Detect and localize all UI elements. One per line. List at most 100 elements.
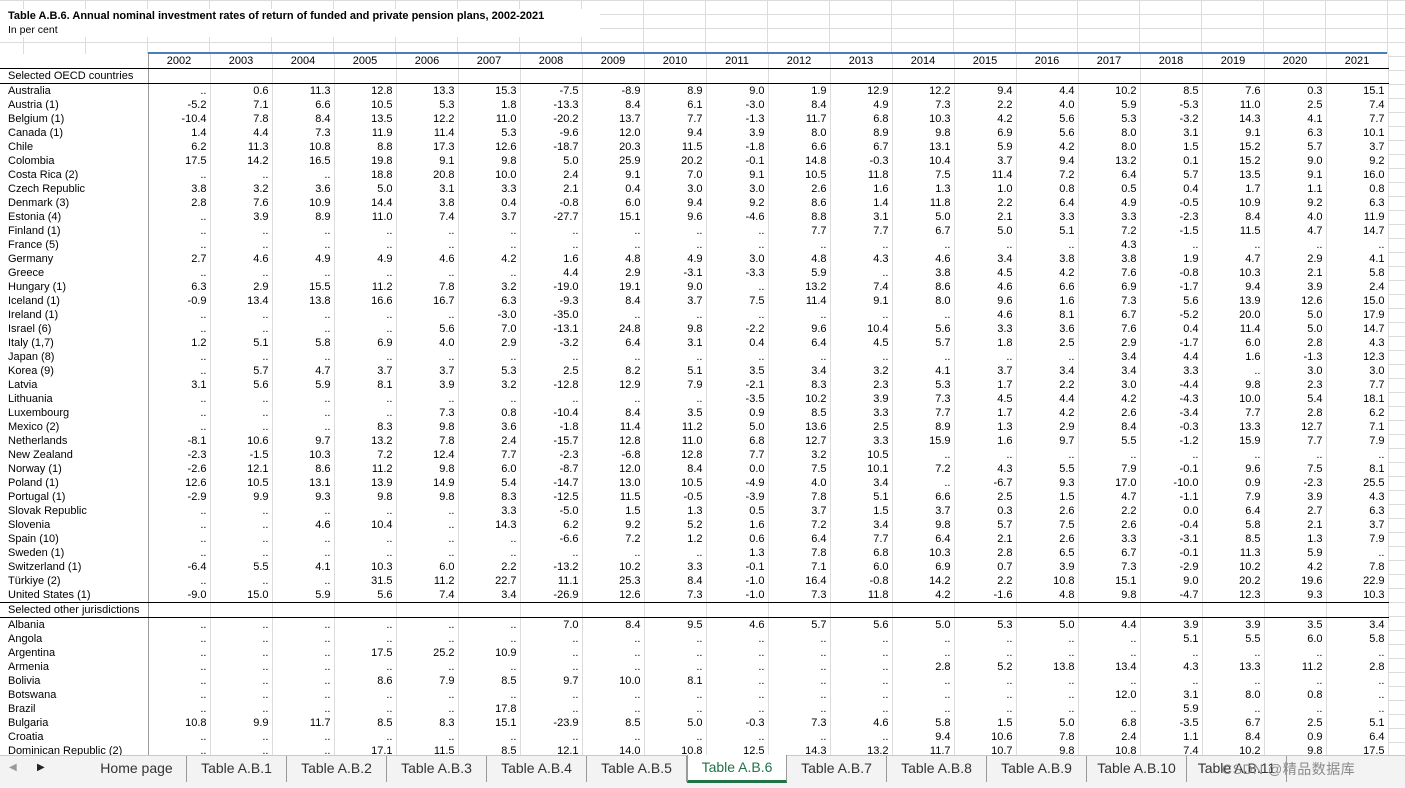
value-cell[interactable]: 5.9 bbox=[954, 140, 1017, 154]
value-cell[interactable]: .. bbox=[830, 730, 893, 744]
value-cell[interactable]: -0.1 bbox=[706, 154, 769, 168]
value-cell[interactable]: 10.1 bbox=[1326, 126, 1389, 140]
value-cell[interactable]: .. bbox=[830, 238, 893, 252]
value-cell[interactable]: 6.4 bbox=[582, 336, 645, 350]
value-cell[interactable]: .. bbox=[892, 646, 955, 660]
value-cell[interactable]: 13.9 bbox=[334, 476, 397, 490]
value-cell[interactable]: -0.4 bbox=[1140, 518, 1203, 532]
value-cell[interactable]: 3.7 bbox=[334, 364, 397, 378]
value-cell[interactable]: .. bbox=[272, 546, 335, 560]
value-cell[interactable]: .. bbox=[830, 660, 893, 674]
value-cell[interactable]: 7.5 bbox=[768, 462, 831, 476]
value-cell[interactable]: .. bbox=[396, 350, 459, 364]
value-cell[interactable]: .. bbox=[892, 702, 955, 716]
value-cell[interactable]: 1.9 bbox=[768, 83, 831, 98]
value-cell[interactable]: 5.0 bbox=[644, 716, 707, 730]
value-cell[interactable]: .. bbox=[706, 674, 769, 688]
value-cell[interactable]: -23.9 bbox=[520, 716, 583, 730]
year-header[interactable]: 2004 bbox=[272, 54, 335, 69]
value-cell[interactable]: .. bbox=[1326, 448, 1389, 462]
value-cell[interactable]: 3.7 bbox=[954, 364, 1017, 378]
value-cell[interactable]: 8.5 bbox=[1202, 532, 1265, 546]
value-cell[interactable]: 0.6 bbox=[210, 83, 273, 98]
value-cell[interactable]: -0.1 bbox=[1140, 546, 1203, 560]
value-cell[interactable]: 3.7 bbox=[1326, 518, 1389, 532]
value-cell[interactable]: -2.3 bbox=[1140, 210, 1203, 224]
value-cell[interactable]: .. bbox=[272, 574, 335, 588]
value-cell[interactable]: 6.0 bbox=[830, 560, 893, 574]
country-label[interactable]: Iceland (1) bbox=[0, 294, 149, 308]
value-cell[interactable]: 11.3 bbox=[1202, 546, 1265, 560]
value-cell[interactable]: 22.9 bbox=[1326, 574, 1389, 588]
value-cell[interactable]: .. bbox=[396, 617, 459, 632]
value-cell[interactable]: 10.2 bbox=[582, 560, 645, 574]
value-cell[interactable]: .. bbox=[210, 224, 273, 238]
value-cell[interactable]: 7.7 bbox=[830, 532, 893, 546]
value-cell[interactable]: 3.2 bbox=[210, 182, 273, 196]
empty-cell[interactable] bbox=[582, 68, 645, 84]
value-cell[interactable]: .. bbox=[272, 744, 335, 755]
country-label[interactable]: Greece bbox=[0, 266, 149, 280]
value-cell[interactable]: 2.9 bbox=[1078, 336, 1141, 350]
value-cell[interactable]: .. bbox=[148, 546, 211, 560]
value-cell[interactable]: 6.7 bbox=[1078, 308, 1141, 322]
value-cell[interactable]: 20.2 bbox=[1202, 574, 1265, 588]
value-cell[interactable]: 15.2 bbox=[1202, 140, 1265, 154]
value-cell[interactable]: .. bbox=[644, 224, 707, 238]
value-cell[interactable]: 10.2 bbox=[768, 392, 831, 406]
value-cell[interactable]: 6.0 bbox=[582, 196, 645, 210]
value-cell[interactable]: 9.3 bbox=[1264, 588, 1327, 603]
value-cell[interactable]: 4.8 bbox=[1016, 588, 1079, 603]
value-cell[interactable]: -10.4 bbox=[520, 406, 583, 420]
value-cell[interactable]: 7.4 bbox=[396, 588, 459, 603]
value-cell[interactable]: 15.1 bbox=[458, 716, 521, 730]
sheet-tab[interactable]: Table A.B.11 bbox=[1187, 756, 1287, 782]
value-cell[interactable]: 3.0 bbox=[1264, 364, 1327, 378]
value-cell[interactable]: .. bbox=[210, 308, 273, 322]
value-cell[interactable]: .. bbox=[830, 674, 893, 688]
value-cell[interactable]: 14.3 bbox=[1202, 112, 1265, 126]
value-cell[interactable]: 13.2 bbox=[830, 744, 893, 755]
value-cell[interactable]: 3.1 bbox=[396, 182, 459, 196]
value-cell[interactable]: .. bbox=[582, 392, 645, 406]
country-label[interactable]: Botswana bbox=[0, 688, 149, 702]
value-cell[interactable]: 8.4 bbox=[582, 406, 645, 420]
value-cell[interactable]: 24.8 bbox=[582, 322, 645, 336]
value-cell[interactable]: 3.3 bbox=[1078, 210, 1141, 224]
value-cell[interactable]: .. bbox=[644, 392, 707, 406]
value-cell[interactable]: 4.2 bbox=[1016, 140, 1079, 154]
value-cell[interactable]: .. bbox=[210, 168, 273, 182]
value-cell[interactable]: -14.7 bbox=[520, 476, 583, 490]
value-cell[interactable]: 8.5 bbox=[334, 716, 397, 730]
value-cell[interactable]: 0.4 bbox=[1140, 182, 1203, 196]
value-cell[interactable]: 7.2 bbox=[1016, 168, 1079, 182]
empty-cell[interactable] bbox=[396, 68, 459, 84]
value-cell[interactable]: 1.6 bbox=[1016, 294, 1079, 308]
value-cell[interactable]: .. bbox=[1016, 238, 1079, 252]
value-cell[interactable]: 7.5 bbox=[892, 168, 955, 182]
value-cell[interactable]: .. bbox=[272, 674, 335, 688]
value-cell[interactable]: -3.4 bbox=[1140, 406, 1203, 420]
country-label[interactable]: Japan (8) bbox=[0, 350, 149, 364]
value-cell[interactable]: 1.6 bbox=[520, 252, 583, 266]
value-cell[interactable]: 5.8 bbox=[272, 336, 335, 350]
scroll-left-icon[interactable]: ◀ bbox=[9, 762, 17, 773]
value-cell[interactable]: 12.8 bbox=[582, 434, 645, 448]
value-cell[interactable]: -12.8 bbox=[520, 378, 583, 392]
value-cell[interactable]: -0.8 bbox=[1140, 266, 1203, 280]
value-cell[interactable]: 7.3 bbox=[768, 716, 831, 730]
value-cell[interactable]: -3.0 bbox=[706, 98, 769, 112]
value-cell[interactable]: 19.1 bbox=[582, 280, 645, 294]
value-cell[interactable]: .. bbox=[148, 266, 211, 280]
value-cell[interactable]: 6.9 bbox=[1078, 280, 1141, 294]
value-cell[interactable]: -13.3 bbox=[520, 98, 583, 112]
value-cell[interactable]: 9.8 bbox=[1202, 378, 1265, 392]
year-header[interactable]: 2018 bbox=[1140, 54, 1203, 69]
value-cell[interactable]: -3.5 bbox=[1140, 716, 1203, 730]
value-cell[interactable]: -1.0 bbox=[706, 588, 769, 603]
country-label[interactable]: Luxembourg bbox=[0, 406, 149, 420]
value-cell[interactable]: .. bbox=[334, 322, 397, 336]
value-cell[interactable]: 8.5 bbox=[458, 744, 521, 755]
value-cell[interactable]: 6.4 bbox=[768, 532, 831, 546]
value-cell[interactable]: 7.8 bbox=[396, 280, 459, 294]
